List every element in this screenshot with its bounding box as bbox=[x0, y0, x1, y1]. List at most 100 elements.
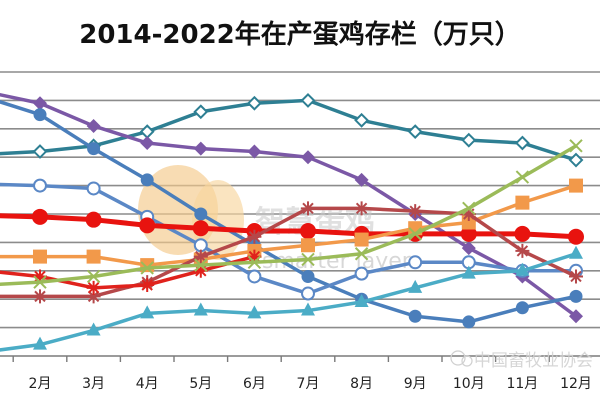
data-point-marker bbox=[33, 178, 47, 193]
data-point-marker bbox=[461, 241, 476, 256]
data-point-marker bbox=[140, 305, 155, 319]
data-point-marker bbox=[408, 309, 422, 323]
data-point-marker bbox=[515, 170, 530, 184]
data-point-marker bbox=[569, 245, 583, 259]
data-point-marker bbox=[246, 95, 262, 111]
data-point-marker bbox=[301, 286, 315, 301]
data-point-marker bbox=[140, 136, 155, 150]
x-tick-label: 11月 bbox=[506, 376, 538, 392]
series-line bbox=[0, 98, 577, 162]
data-point-marker bbox=[193, 263, 208, 278]
data-point-marker bbox=[407, 124, 423, 140]
data-point-marker bbox=[33, 96, 47, 111]
data-point-marker bbox=[515, 243, 530, 258]
data-point-marker bbox=[86, 249, 101, 264]
data-point-marker bbox=[193, 302, 208, 316]
data-point-marker bbox=[408, 279, 423, 293]
series-line bbox=[0, 206, 577, 299]
data-point-marker bbox=[193, 141, 208, 156]
data-point-marker bbox=[86, 269, 101, 284]
data-point-marker bbox=[33, 289, 47, 304]
data-point-marker bbox=[32, 144, 48, 159]
x-tick-label: 5月 bbox=[189, 376, 212, 392]
data-point-marker bbox=[462, 201, 476, 216]
data-point-marker bbox=[33, 269, 47, 284]
data-point-marker bbox=[462, 315, 476, 329]
data-point-marker bbox=[33, 108, 47, 122]
data-point-marker bbox=[514, 135, 530, 151]
data-point-marker bbox=[461, 132, 477, 148]
data-point-marker bbox=[247, 269, 262, 284]
data-point-marker bbox=[140, 261, 154, 275]
data-point-marker bbox=[460, 225, 477, 242]
x-tick-label: 4月 bbox=[136, 376, 159, 392]
data-point-marker bbox=[354, 247, 369, 261]
x-tick-label: 9月 bbox=[404, 376, 427, 392]
data-point-marker bbox=[139, 217, 156, 234]
data-point-marker bbox=[354, 201, 369, 216]
data-point-marker bbox=[33, 249, 47, 264]
data-point-marker bbox=[569, 269, 583, 284]
data-point-marker bbox=[86, 289, 101, 304]
data-point-marker bbox=[247, 229, 262, 244]
data-point-marker bbox=[87, 142, 101, 156]
data-point-marker bbox=[193, 238, 208, 253]
data-point-marker bbox=[515, 195, 530, 210]
data-point-marker bbox=[86, 280, 101, 295]
data-point-marker bbox=[194, 207, 208, 221]
series-red-asterisk bbox=[0, 249, 262, 295]
data-point-marker bbox=[568, 152, 584, 168]
series-line bbox=[0, 182, 576, 296]
x-tick-label: 2月 bbox=[29, 376, 52, 392]
data-point-marker bbox=[354, 172, 369, 187]
series-green-x bbox=[0, 139, 583, 289]
data-point-marker bbox=[247, 305, 262, 319]
data-point-marker bbox=[300, 92, 316, 108]
data-point-marker bbox=[300, 223, 316, 240]
x-tick-label: 10月 bbox=[453, 376, 485, 392]
series-line bbox=[0, 144, 577, 287]
data-point-marker bbox=[569, 309, 583, 324]
series-line bbox=[0, 213, 577, 240]
data-point-marker bbox=[301, 150, 315, 165]
data-point-marker bbox=[408, 227, 422, 241]
series-line bbox=[0, 252, 577, 352]
x-tick-label: 6月 bbox=[243, 376, 266, 392]
series-line bbox=[0, 254, 255, 290]
data-point-marker bbox=[408, 255, 423, 270]
series-teal-open-diamond bbox=[0, 92, 584, 168]
data-point-marker bbox=[32, 208, 48, 225]
data-point-marker bbox=[515, 301, 529, 315]
source-watermark: 中国畜牧业协会 bbox=[450, 350, 593, 371]
data-point-marker bbox=[192, 220, 209, 237]
series-purple-diamond bbox=[0, 92, 583, 324]
data-point-marker bbox=[569, 139, 583, 153]
data-point-marker bbox=[86, 118, 101, 133]
data-point-marker bbox=[514, 225, 531, 242]
data-point-marker bbox=[568, 228, 584, 245]
series-cyan-triangle bbox=[0, 245, 583, 352]
series-blue-open-circle bbox=[0, 178, 583, 301]
data-point-marker bbox=[86, 181, 101, 196]
x-tick-label: 12月 bbox=[560, 376, 592, 392]
data-point-marker bbox=[33, 275, 47, 289]
data-point-marker bbox=[193, 249, 208, 264]
x-axis: 2月 3月 4月 5月 6月 7月 8月 9月 10月 11月 12月 bbox=[0, 355, 600, 392]
data-point-marker bbox=[354, 232, 369, 247]
data-point-marker bbox=[301, 302, 315, 316]
wechat-icon bbox=[450, 350, 466, 366]
x-tick-label: 8月 bbox=[350, 376, 373, 392]
data-point-marker bbox=[301, 238, 315, 253]
watermark-source: 中国畜牧业协会 bbox=[474, 351, 593, 371]
chart-title: 2014-2022年在产蛋鸡存栏（万只） bbox=[79, 20, 521, 50]
data-point-marker bbox=[569, 178, 583, 193]
data-point-marker bbox=[569, 289, 583, 303]
data-point-marker bbox=[354, 294, 369, 308]
data-point-marker bbox=[301, 252, 315, 267]
data-point-marker bbox=[140, 278, 155, 292]
data-point-marker bbox=[461, 207, 476, 221]
data-point-marker bbox=[354, 112, 370, 128]
data-point-marker bbox=[247, 255, 262, 269]
x-tick-label: 7月 bbox=[297, 376, 320, 392]
